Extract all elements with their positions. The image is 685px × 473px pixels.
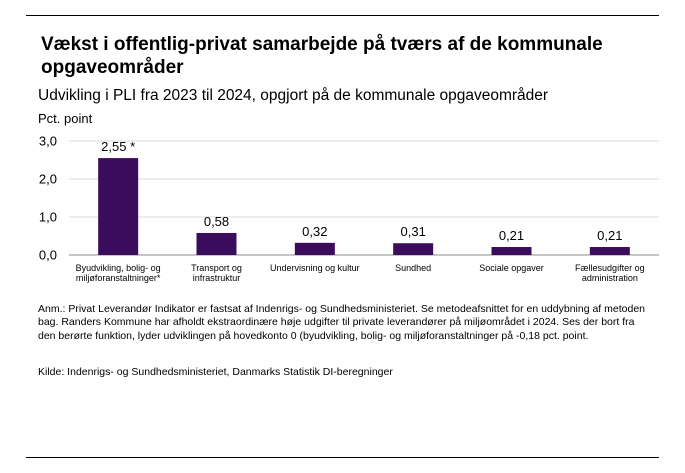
y-tick-label: 2,0 xyxy=(39,172,57,187)
y-axis-unit-label: Pct. point xyxy=(38,111,93,126)
data-label: 0,32 xyxy=(302,224,327,239)
y-tick-label: 3,0 xyxy=(39,134,57,149)
bar-chart: 0,0 1,0 2,0 3,0 2,55 * Byudvikling, bolig- og… xyxy=(39,134,659,283)
data-label: 0,21 xyxy=(597,228,622,243)
bar xyxy=(294,242,335,255)
data-label: 0,21 xyxy=(499,228,524,243)
x-category-label: miljøforanstaltninger* xyxy=(76,273,161,283)
top-rule xyxy=(26,15,659,16)
x-category-label: infrastruktur xyxy=(193,273,241,283)
bar xyxy=(196,232,237,255)
y-tick-label: 0,0 xyxy=(39,248,57,263)
y-tick-label: 1,0 xyxy=(39,210,57,225)
bar xyxy=(393,243,434,255)
x-category-label: Sundhed xyxy=(395,263,431,273)
bar xyxy=(491,247,532,255)
chart-note: Anm.: Privat Leverandør Indikator er fas… xyxy=(38,303,646,342)
x-category-label: Sociale opgaver xyxy=(479,263,544,273)
x-category-label: Undervisning og kultur xyxy=(270,263,360,273)
chart-source: Kilde: Indenrigs- og Sundhedsministeriet… xyxy=(38,366,393,378)
data-label: 0,31 xyxy=(401,224,426,239)
x-category-label: Fællesudgifter og xyxy=(575,263,645,273)
data-label: 2,55 * xyxy=(101,139,135,154)
x-category-label: administration xyxy=(582,273,638,283)
bottom-rule xyxy=(26,457,659,458)
bar xyxy=(98,158,139,255)
bar xyxy=(589,247,630,255)
x-category-label: Transport og xyxy=(191,263,242,273)
chart-subtitle: Udvikling i PLI fra 2023 til 2024, opgjo… xyxy=(38,87,549,104)
x-category-label: Byudvikling, bolig- og xyxy=(76,263,161,273)
chart-title: Vækst i offentlig-privat samarbejde på t… xyxy=(41,34,603,78)
data-label: 0,58 xyxy=(204,214,229,229)
